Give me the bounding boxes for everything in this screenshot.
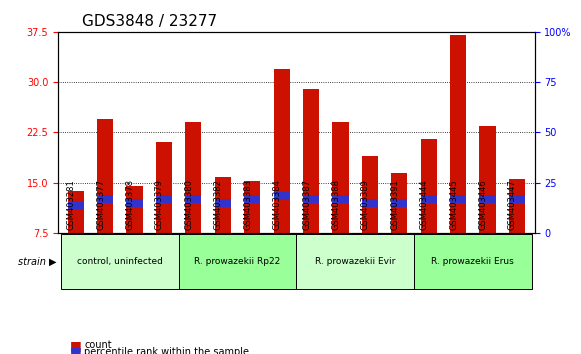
Text: GSM403389: GSM403389 (361, 179, 370, 230)
Bar (97, 119, 113, 283)
Bar (509, 195, 525, 204)
Text: count: count (84, 340, 112, 350)
Bar (244, 181, 260, 283)
Bar (97, 195, 113, 204)
Bar (362, 199, 378, 207)
Text: GSM403379: GSM403379 (155, 179, 164, 230)
Bar (67, 202, 84, 210)
Bar (509, 179, 525, 283)
Text: GSM403281: GSM403281 (67, 179, 76, 230)
Bar (127, 199, 143, 207)
Text: GSM403387: GSM403387 (302, 179, 311, 230)
Text: GSM403382: GSM403382 (214, 179, 223, 230)
Bar (332, 122, 349, 283)
Bar (215, 199, 231, 207)
Bar (479, 126, 496, 283)
Text: GSM403384: GSM403384 (272, 179, 282, 230)
Text: GSM403378: GSM403378 (125, 179, 135, 230)
Text: percentile rank within the sample: percentile rank within the sample (84, 347, 249, 354)
Bar (156, 142, 172, 283)
Text: GDS3848 / 23277: GDS3848 / 23277 (82, 14, 217, 29)
Bar (479, 195, 496, 204)
Bar (332, 195, 349, 204)
Text: GSM403388: GSM403388 (331, 179, 340, 230)
Bar (421, 139, 437, 283)
Bar (274, 192, 290, 200)
Text: ■: ■ (70, 339, 81, 352)
Bar (303, 195, 319, 204)
Text: R. prowazekii Evir: R. prowazekii Evir (315, 257, 395, 266)
Text: GSM403444: GSM403444 (419, 179, 429, 230)
Bar (244, 195, 260, 204)
Text: GSM403380: GSM403380 (184, 179, 193, 230)
Text: control, uninfected: control, uninfected (77, 257, 163, 266)
Text: R. prowazekii Rp22: R. prowazekii Rp22 (195, 257, 281, 266)
Bar (127, 186, 143, 283)
Text: strain ▶: strain ▶ (18, 257, 56, 267)
Bar (303, 89, 319, 283)
Bar (185, 122, 202, 283)
Bar (215, 177, 231, 283)
FancyBboxPatch shape (414, 234, 532, 289)
Bar (391, 172, 407, 283)
Bar (185, 195, 202, 204)
Bar (391, 199, 407, 207)
Text: R. prowazekii Erus: R. prowazekii Erus (431, 257, 514, 266)
FancyBboxPatch shape (179, 234, 296, 289)
Text: GSM403447: GSM403447 (508, 179, 517, 230)
Bar (67, 191, 84, 283)
Text: GSM403391: GSM403391 (390, 179, 399, 230)
Bar (156, 195, 172, 204)
Text: GSM403445: GSM403445 (449, 179, 458, 230)
FancyBboxPatch shape (296, 234, 414, 289)
Bar (421, 195, 437, 204)
FancyBboxPatch shape (61, 234, 179, 289)
Text: ■: ■ (70, 346, 81, 354)
Bar (450, 195, 466, 204)
Text: GSM403446: GSM403446 (479, 179, 487, 230)
Text: GSM403377: GSM403377 (96, 179, 105, 230)
Bar (362, 156, 378, 283)
Text: GSM403383: GSM403383 (243, 179, 252, 230)
Bar (274, 69, 290, 283)
Bar (450, 35, 466, 283)
